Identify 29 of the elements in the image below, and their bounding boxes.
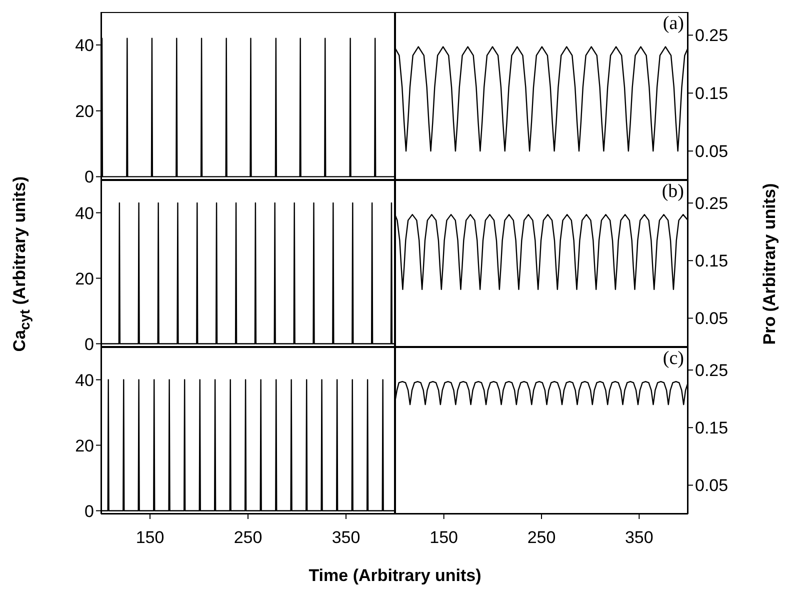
- y-tick-label: 20: [75, 102, 94, 121]
- annotation: (b): [660, 181, 684, 202]
- y-tick-label: 0: [84, 502, 94, 521]
- y-tick-label: 0.15: [695, 84, 728, 104]
- y-tick-label: 0.15: [695, 252, 728, 271]
- y-tick-label: 0.15: [695, 418, 728, 438]
- y-tick-label: 40: [75, 204, 94, 223]
- annotation: (a): [662, 13, 684, 34]
- x-tick-label: 350: [332, 528, 360, 548]
- annotation: (c): [662, 348, 684, 369]
- y-tick-label: 0.05: [695, 309, 728, 328]
- y-tick-label: 0.25: [695, 26, 728, 46]
- y-tick-label: 20: [75, 269, 94, 288]
- y-axis-title: Pro (Arbitrary units): [759, 182, 780, 346]
- x-tick-label: 150: [136, 528, 164, 548]
- x-tick-label: 350: [624, 528, 654, 548]
- y-tick-label: 40: [75, 36, 94, 55]
- y-tick-label: 0.05: [695, 476, 728, 496]
- y-tick-label: 0: [84, 168, 94, 187]
- x-tick-label: 250: [527, 528, 556, 548]
- y-tick-label: 20: [75, 436, 94, 456]
- x-tick-label: 150: [430, 528, 458, 548]
- x-tick-label: 250: [234, 528, 262, 548]
- y-tick-label: 0: [84, 334, 94, 354]
- y-tick-label: 0.05: [695, 142, 728, 162]
- y-tick-label: 0.25: [695, 361, 728, 380]
- y-tick-label: 0.25: [695, 194, 728, 214]
- x-axis-title: Time (Arbitrary units): [308, 566, 482, 586]
- y-tick-label: 40: [75, 370, 94, 390]
